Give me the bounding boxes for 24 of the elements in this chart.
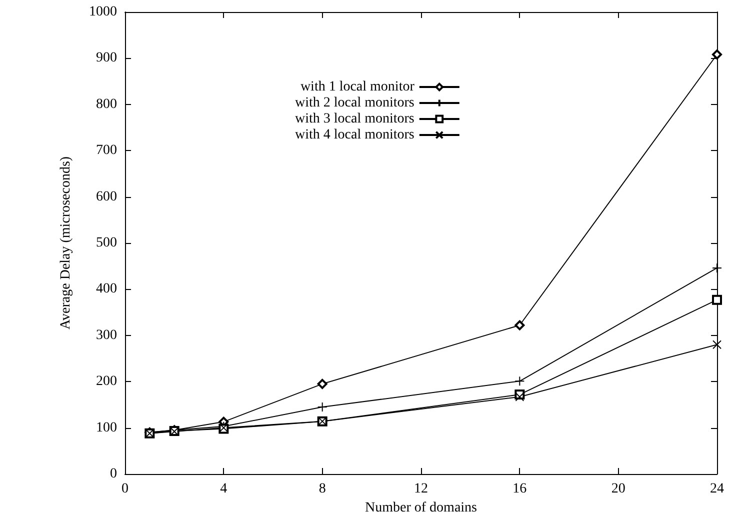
y-tick-label: 900	[96, 50, 117, 66]
x-tick-label: 8	[318, 482, 326, 496]
y-tick-label: 500	[96, 236, 117, 250]
y-tick-label: 700	[96, 143, 117, 158]
x-tick-label: 20	[611, 482, 626, 496]
y-tick-label: 600	[96, 189, 117, 204]
y-tick-label: 200	[96, 374, 117, 390]
y-tick-label: 300	[96, 328, 117, 343]
y-tick-label: 0	[110, 466, 117, 482]
x-axis-title: Number of domains	[365, 500, 477, 516]
y-tick-label: 100	[96, 420, 117, 436]
x-tick-label: 4	[220, 482, 228, 496]
legend-label: with 4 local monitors	[294, 128, 414, 142]
y-tick-label: 1000	[89, 4, 117, 20]
x-tick-label: 12	[414, 482, 428, 496]
y-axis-title: Average Delay (microseconds)	[58, 156, 74, 330]
y-tick-label: 800	[96, 96, 117, 112]
x-tick-label: 16	[512, 482, 527, 496]
legend-label: with 3 local monitors	[294, 112, 414, 126]
x-tick-label: 24	[710, 482, 724, 496]
legend-label: with 2 local monitors	[294, 96, 414, 110]
y-tick-label: 400	[96, 282, 117, 297]
legend-label: with 1 local monitor	[300, 80, 415, 94]
x-tick-label: 0	[122, 482, 128, 496]
